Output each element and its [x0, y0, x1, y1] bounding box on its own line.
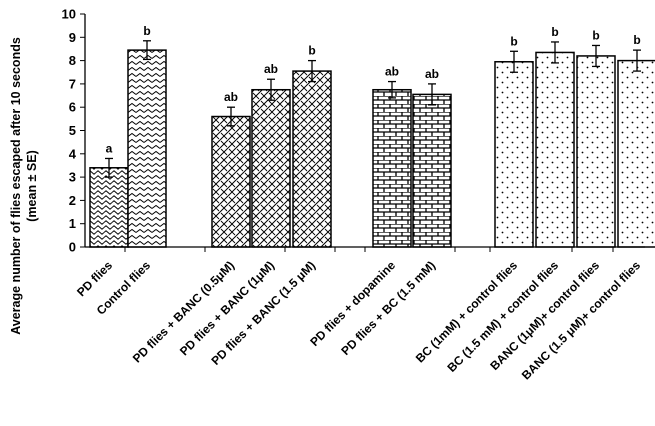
bar [535, 51, 575, 248]
significance-label: a [106, 141, 113, 155]
y-axis-title-line2: (mean ± SE) [25, 150, 39, 221]
bar [89, 167, 129, 248]
y-tick-label: 7 [69, 76, 76, 91]
y-axis-ticks: 0 1 2 3 4 5 6 7 8 9 10 [62, 7, 85, 255]
bar [292, 70, 332, 248]
y-tick-label: 6 [69, 100, 76, 115]
bar [617, 59, 655, 248]
y-axis-title-line1: Average number of flies escaped after 10… [9, 37, 23, 335]
error-bars [105, 40, 641, 178]
significance-label: ab [385, 65, 399, 79]
significance-label: ab [264, 62, 278, 76]
significance-label: ab [425, 67, 439, 81]
significance-label: b [551, 25, 558, 39]
y-axis-title: Average number of flies escaped after 10… [9, 37, 39, 335]
significance-label: b [592, 28, 599, 42]
significance-label: b [308, 44, 315, 58]
significance-label: b [633, 33, 640, 47]
bar [211, 115, 251, 248]
significance-label: b [143, 24, 150, 38]
y-tick-label: 3 [69, 170, 76, 185]
bar [127, 49, 167, 248]
significance-label: b [510, 34, 517, 48]
axes [84, 14, 645, 252]
bar [412, 93, 452, 248]
bar [372, 88, 412, 248]
y-tick-label: 2 [69, 193, 76, 208]
y-tick-label: 10 [62, 7, 76, 22]
significance-label: ab [224, 90, 238, 104]
bars [89, 49, 655, 248]
y-tick-label: 4 [69, 146, 77, 161]
y-tick-label: 1 [69, 216, 76, 231]
y-tick-label: 9 [69, 30, 76, 45]
bar [576, 55, 616, 248]
bar [251, 88, 291, 248]
y-tick-label: 0 [69, 240, 76, 255]
y-tick-label: 5 [69, 123, 76, 138]
bar [494, 61, 534, 248]
y-tick-label: 8 [69, 53, 76, 68]
